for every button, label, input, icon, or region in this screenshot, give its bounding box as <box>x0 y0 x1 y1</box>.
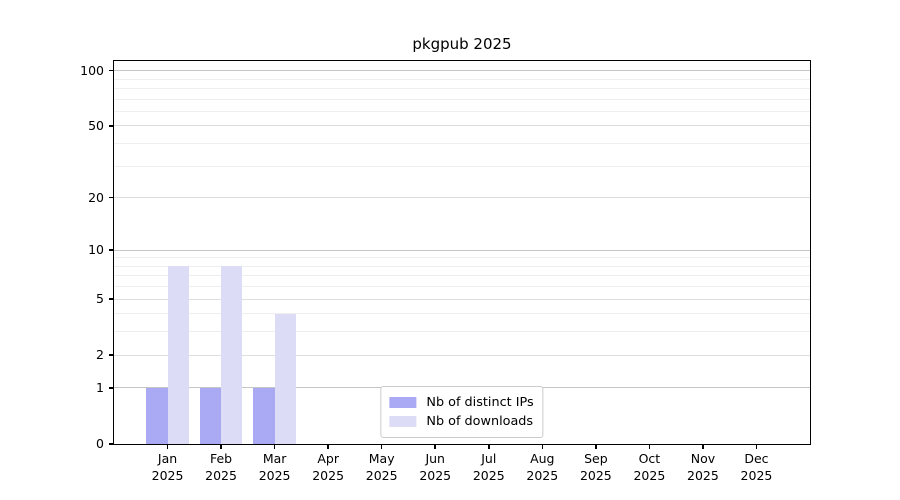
bar-nb-of-downloads-mar <box>274 313 297 444</box>
x-tick-feb <box>220 444 222 449</box>
x-tick-dec <box>755 444 758 449</box>
bar-nb-of-distinct-ips-mar <box>253 387 275 444</box>
x-tick-label-may: May 2025 <box>347 450 417 484</box>
y-tick-label-20: 20 <box>88 189 104 205</box>
x-tick-month-dec: Dec <box>744 451 769 466</box>
gridline-100 <box>114 70 810 72</box>
x-tick-year-feb: 2025 <box>205 468 237 483</box>
x-tick-month-jul: Jul <box>481 451 497 466</box>
x-tick-month-oct: Oct <box>638 451 661 466</box>
x-tick-jan <box>166 444 169 449</box>
x-tick-label-aug: Aug 2025 <box>507 450 577 484</box>
gridline-6 <box>114 286 810 288</box>
gridline-20 <box>114 197 810 199</box>
x-tick-year-nov: 2025 <box>687 468 719 483</box>
legend: Nb of distinct IPs Nb of downloads <box>380 386 544 438</box>
x-tick-year-oct: 2025 <box>633 468 666 483</box>
x-tick-label-jan: Jan 2025 <box>133 450 203 484</box>
y-tick-label-5: 5 <box>96 291 104 307</box>
x-tick-nov <box>702 444 704 449</box>
x-tick-jun <box>434 444 436 449</box>
y-tick-50 <box>109 125 114 127</box>
gridline-80 <box>114 87 810 89</box>
y-tick-label-0: 0 <box>96 436 104 451</box>
bar-nb-of-downloads-jan <box>167 266 189 444</box>
x-tick-year-dec: 2025 <box>740 468 773 483</box>
x-tick-label-mar: Mar 2025 <box>240 450 310 484</box>
gridline-2 <box>114 354 810 356</box>
x-tick-label-jun: Jun 2025 <box>400 450 470 484</box>
x-tick-label-dec: Dec 2025 <box>721 450 791 484</box>
gridline-8 <box>114 265 810 267</box>
x-tick-year-mar: 2025 <box>258 468 291 483</box>
x-tick-month-feb: Feb <box>209 451 233 466</box>
y-tick-1 <box>109 387 114 389</box>
gridline-70 <box>114 98 810 100</box>
legend-item-nb-of-downloads: Nb of downloads <box>389 412 533 431</box>
plot-area: Nb of distinct IPs Nb of downloads <box>114 61 810 444</box>
gridline-30 <box>114 165 810 167</box>
y-tick-label-1: 1 <box>96 379 104 395</box>
gridline-10 <box>114 249 810 251</box>
x-tick-label-oct: Oct 2025 <box>614 450 684 484</box>
y-tick-0 <box>109 443 114 445</box>
x-tick-aug <box>541 444 544 449</box>
x-tick-month-sep: Sep <box>584 451 608 466</box>
x-tick-month-jun: Jun <box>425 451 445 466</box>
y-tick-label-2: 2 <box>96 347 104 363</box>
x-tick-year-jul: 2025 <box>472 468 505 483</box>
y-tick-label-10: 10 <box>88 242 104 257</box>
gridline-90 <box>114 78 810 80</box>
legend-label-nb-of-downloads: Nb of downloads <box>426 414 534 429</box>
x-tick-label-sep: Sep 2025 <box>561 450 631 484</box>
bar-nb-of-distinct-ips-jan <box>146 387 168 444</box>
x-tick-month-aug: Aug <box>530 451 555 466</box>
x-tick-label-apr: Apr 2025 <box>293 450 363 484</box>
x-tick-year-apr: 2025 <box>312 468 345 483</box>
gridline-7 <box>114 275 810 277</box>
x-tick-year-aug: 2025 <box>526 468 559 483</box>
x-tick-year-jun: 2025 <box>419 468 452 483</box>
x-tick-label-jul: Jul 2025 <box>454 450 524 484</box>
x-tick-sep <box>595 444 597 449</box>
x-tick-month-jan: Jan <box>157 451 178 466</box>
gridline-60 <box>114 110 810 112</box>
x-tick-year-may: 2025 <box>365 468 398 483</box>
gridline-5 <box>114 298 810 300</box>
bar-nb-of-downloads-feb <box>221 266 243 444</box>
x-tick-label-nov: Nov 2025 <box>668 450 738 484</box>
x-tick-apr <box>327 444 329 449</box>
x-tick-month-apr: Apr <box>317 451 339 466</box>
y-tick-20 <box>109 196 114 199</box>
chart-title: pkgpub 2025 <box>412 35 512 53</box>
y-tick-label-50: 50 <box>88 117 104 133</box>
legend-item-nb-of-distinct-ips: Nb of distinct IPs <box>389 393 534 412</box>
gridline-50 <box>114 125 810 127</box>
x-tick-oct <box>648 444 651 449</box>
x-tick-year-jan: 2025 <box>151 468 184 483</box>
bar-nb-of-distinct-ips-feb <box>199 387 222 444</box>
x-tick-month-nov: Nov <box>690 451 716 466</box>
y-tick-2 <box>109 354 114 356</box>
x-tick-year-sep: 2025 <box>579 468 612 483</box>
x-tick-mar <box>273 444 276 449</box>
x-tick-month-may: May <box>368 451 395 466</box>
x-tick-month-mar: Mar <box>262 451 287 466</box>
legend-swatch-nb-of-downloads <box>389 416 417 427</box>
gridline-4 <box>114 313 810 315</box>
legend-swatch-nb-of-distinct-ips <box>389 397 417 408</box>
x-tick-may <box>380 444 383 449</box>
y-tick-100 <box>109 69 114 72</box>
x-tick-label-feb: Feb 2025 <box>186 450 256 484</box>
gridline-40 <box>114 143 810 145</box>
x-tick-jul <box>488 444 490 449</box>
gridline-9 <box>114 257 810 259</box>
y-tick-10 <box>109 249 114 251</box>
legend-label-nb-of-distinct-ips: Nb of distinct IPs <box>426 395 534 410</box>
y-tick-label-100: 100 <box>80 62 104 78</box>
gridline-3 <box>114 331 810 333</box>
y-tick-5 <box>109 298 114 300</box>
